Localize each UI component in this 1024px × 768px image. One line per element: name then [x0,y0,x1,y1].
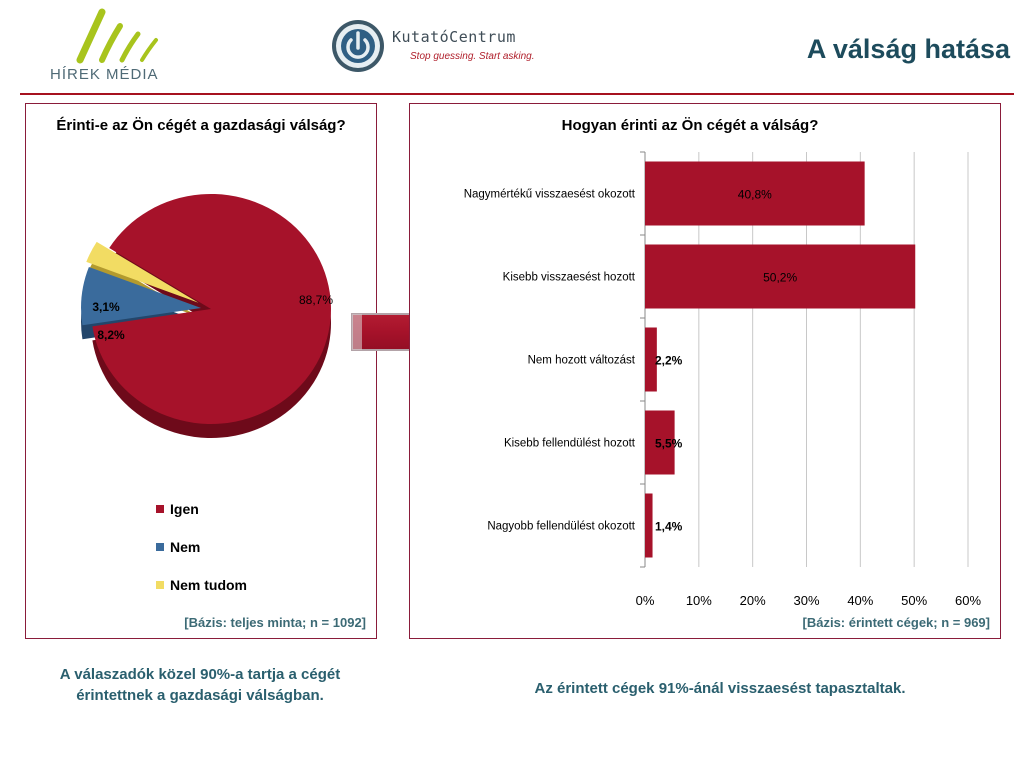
legend-item-igen: Igen [156,490,247,528]
pie-data-label-igen: 88,7% [299,293,333,307]
bar-category-label-5: Nagyobb fellendülést okozott [487,521,635,533]
kutatocentrum-logo: KutatóCentrum Stop guessing. Start askin… [330,18,570,78]
legend-label-nem: Nem [170,539,201,555]
pie-legend: Igen Nem Nem tudom [156,490,247,604]
legend-swatch-nem-tudom [156,581,164,589]
bar-data-label-5: 1,4% [655,520,683,534]
pie-slice-igen [92,194,331,424]
bar-x-tick-label: 20% [740,593,766,608]
pie-caption-line-1: A válaszadók közel 90%-a tartja a cégét [59,666,341,683]
bar-caption: Az érintett cégek 91%-ánál visszaesést t… [534,680,906,697]
hirek-media-logo: HÍREK MÉDIA [50,8,180,84]
pie-data-label-nem: 8,2% [97,328,125,342]
legend-swatch-igen [156,505,164,513]
legend-label-nem-tudom: Nem tudom [170,577,247,593]
bar-5 [645,493,653,558]
hirek-logo-mark [76,8,158,64]
kutatocentrum-name: KutatóCentrum [392,28,516,46]
bar-2 [645,244,916,309]
header-divider [20,93,1014,95]
power-icon [332,20,384,72]
pie-basis-note: [Bázis: teljes minta; n = 1092] [184,615,366,630]
bar-basis-note: [Bázis: érintett cégek; n = 969] [802,615,990,630]
pie-data-label-nem-tudom: 3,1% [92,300,120,314]
bar-x-tick-label: 40% [847,593,873,608]
pie-chart: 88,7% 8,2% 3,1% [81,194,333,438]
legend-label-igen: Igen [170,501,199,517]
bar-x-tick-label: 10% [686,593,712,608]
bar-x-tick-label: 60% [955,593,981,608]
bar-x-tick-label: 50% [901,593,927,608]
bar-3 [645,327,657,392]
bar-data-label-2: 50,2% [763,271,797,285]
legend-item-nem-tudom: Nem tudom [156,566,247,604]
bar-category-label-4: Kisebb fellendülést hozott [504,438,636,450]
bar-1 [645,161,865,226]
bar-chart-title: Hogyan érinti az Ön cégét a válság? [561,117,819,134]
bar-category-label-3: Nem hozott változást [528,355,636,367]
bar-chart: Nagymértékű visszaesést okozott Kisebb vi… [464,151,981,608]
bar-4 [645,410,675,475]
pie-caption: A válaszadók közel 90%-a tartja a cégét … [20,664,380,706]
bar-x-tick-label: 0% [636,593,655,608]
slide-title: A válság hatása [806,34,1010,64]
bar-category-label-2: Kisebb visszaesést hozott [503,272,636,284]
bar-data-label-1: 40,8% [738,188,772,202]
pie-slice-nem [81,267,202,326]
bar-category-label-1: Nagymértékű visszaesést okozott [464,189,636,201]
kutatocentrum-tagline: Stop guessing. Start asking. [410,51,535,62]
pie-slice-nem-tudom [86,241,199,303]
pie-caption-line-2: érintettnek a gazdasági válságban. [76,687,324,704]
bar-x-tick-label: 30% [793,593,819,608]
bar-data-label-4: 5,5% [655,437,683,451]
legend-item-nem: Nem [156,528,247,566]
pie-chart-title: Érinti-e az Ön cégét a gazdasági válság? [56,117,346,134]
pie-chart-panel: Érinti-e az Ön cégét a gazdasági válság?… [25,103,377,639]
bar-chart-panel: Hogyan érinti az Ön cégét a válság? Nagy… [409,103,1001,639]
hirek-logo-text: HÍREK MÉDIA [50,66,159,83]
bar-data-label-3: 2,2% [655,354,683,368]
legend-swatch-nem [156,543,164,551]
